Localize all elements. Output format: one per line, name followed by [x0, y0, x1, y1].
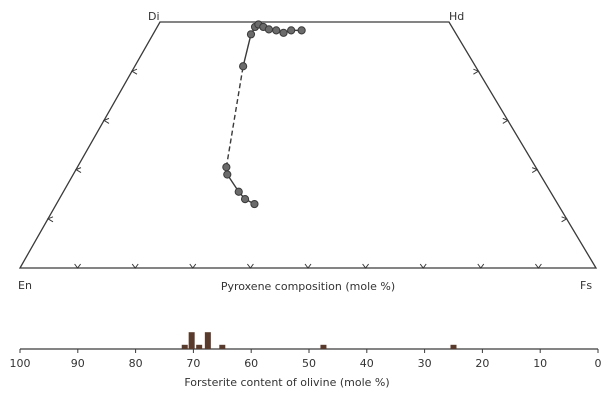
corner-label-hd: Hd	[449, 10, 464, 23]
composition-point	[287, 26, 296, 35]
olivine-tick-label: 40	[360, 357, 374, 370]
olivine-axis-title: Forsterite content of olivine (mole %)	[184, 376, 389, 389]
olivine-bar	[204, 332, 211, 349]
bottom-edge-tick	[131, 263, 139, 269]
bottom-edge-tick	[535, 263, 542, 269]
olivine-axis-ticks: 100 90 80 70 60 50 40 30 20 10 0	[10, 349, 602, 370]
composition-point	[272, 26, 281, 35]
bottom-edge-tick	[247, 263, 254, 269]
composition-point	[223, 170, 232, 179]
bottom-edge-tick	[304, 263, 312, 269]
pyroxene-quadrilateral: Di Hd En Fs Pyroxene composition (mole %…	[18, 10, 598, 293]
olivine-bar	[181, 344, 188, 349]
olivine-bar	[196, 344, 203, 349]
right-edge-tick	[473, 68, 480, 75]
composition-point	[279, 28, 288, 37]
bottom-edge-tick	[189, 263, 197, 269]
olivine-tick-label: 90	[71, 357, 85, 370]
right-edge-tick	[561, 216, 568, 223]
bottom-edge-tick	[477, 263, 485, 269]
composition-point	[240, 195, 250, 204]
olivine-tick-label: 80	[129, 357, 143, 370]
olivine-tick-label: 30	[418, 357, 432, 370]
olivine-bar	[450, 344, 457, 349]
bottom-edge-tick	[419, 263, 427, 269]
olivine-bars	[181, 332, 457, 349]
left-edge-tick	[74, 167, 82, 174]
composition-point	[239, 62, 248, 71]
corner-label-fs: Fs	[580, 279, 592, 292]
olivine-tick-label: 70	[186, 357, 200, 370]
olivine-bar	[219, 344, 226, 349]
composition-points	[222, 20, 306, 209]
dashed-trend-segment	[225, 66, 244, 168]
left-edge-tick	[130, 68, 138, 75]
olivine-histogram: 100 90 80 70 60 50 40 30 20 10 0 Forsterite conten…	[10, 332, 602, 389]
composition-point	[246, 30, 256, 39]
olivine-tick-label: 20	[475, 357, 489, 370]
olivine-tick-label: 50	[302, 357, 316, 370]
composition-point	[297, 26, 306, 35]
right-edge-tick	[531, 167, 539, 174]
corner-label-en: En	[18, 279, 32, 292]
right-edge-tick	[502, 117, 509, 124]
left-edge-tick	[102, 117, 110, 124]
olivine-tick-label: 100	[10, 357, 31, 370]
composition-trend-line	[225, 23, 302, 205]
corner-label-di: Di	[148, 10, 160, 23]
composition-point	[264, 25, 273, 34]
olivine-tick-label: 60	[244, 357, 258, 370]
olivine-bar	[320, 344, 327, 349]
composition-point	[222, 163, 231, 172]
quadrilateral-ticks	[46, 68, 568, 269]
pyroxene-axis-title: Pyroxene composition (mole %)	[221, 280, 395, 293]
olivine-tick-label: 10	[533, 357, 547, 370]
bottom-edge-tick	[362, 263, 369, 269]
composition-point	[250, 199, 259, 209]
olivine-tick-label: 0	[595, 357, 602, 370]
quadrilateral-outline	[18, 21, 598, 269]
bottom-edge-tick	[74, 263, 81, 269]
left-edge-tick	[46, 216, 54, 223]
trend-segment	[242, 34, 252, 67]
composition-point	[234, 187, 243, 196]
olivine-bar	[188, 332, 195, 349]
